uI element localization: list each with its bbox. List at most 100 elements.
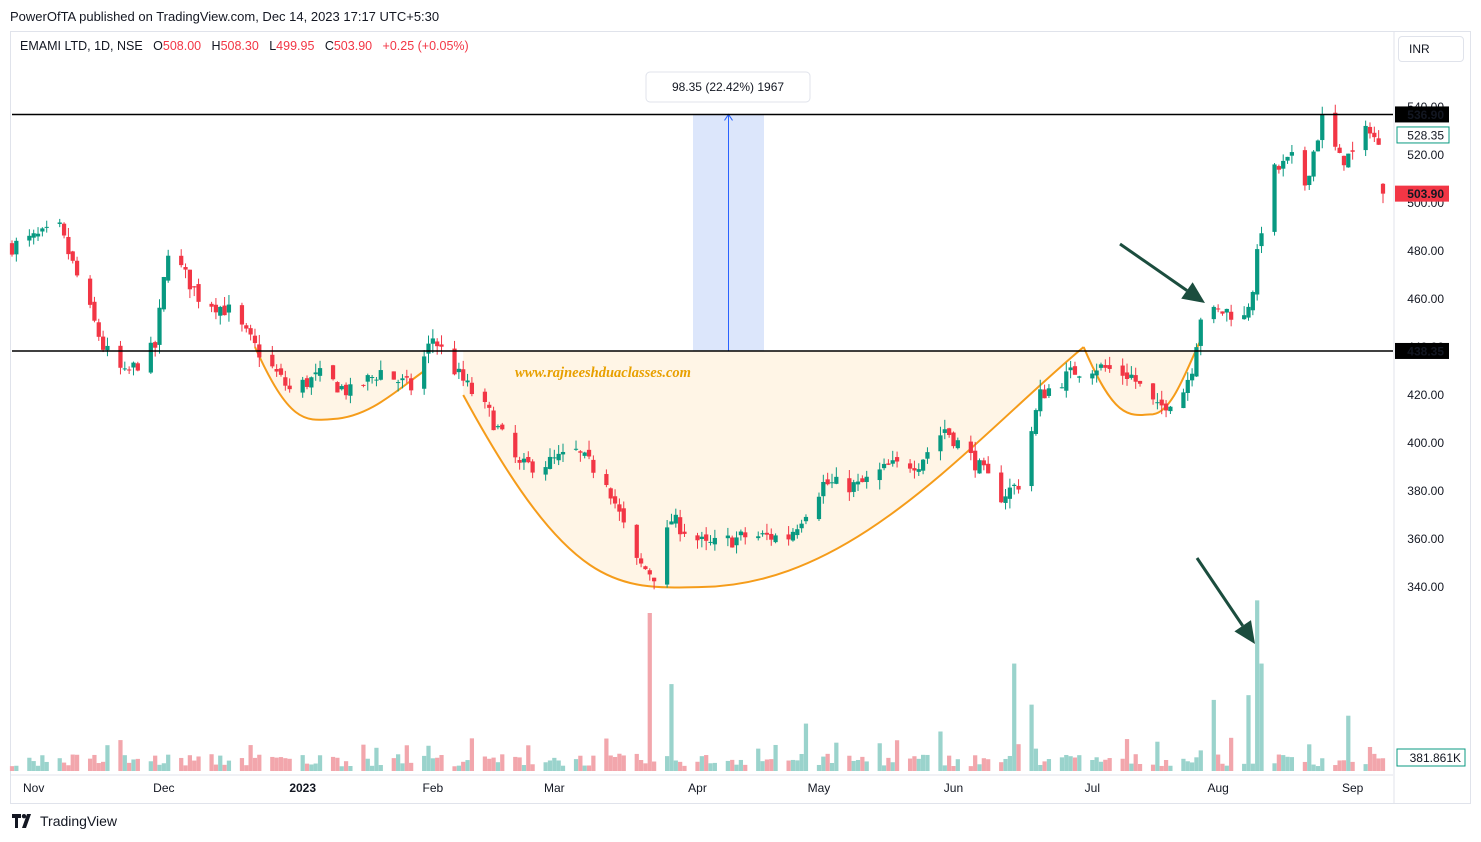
volume-bar: [621, 755, 626, 771]
candle-body: [1337, 147, 1342, 153]
volume-bar: [500, 754, 505, 771]
cup-curve: [462, 346, 1085, 589]
candle-body: [1341, 155, 1347, 166]
candle-body: [1189, 373, 1195, 381]
breakout-arrow-shaft: [1119, 242, 1188, 292]
candle-body: [816, 496, 822, 520]
candle-body: [153, 342, 158, 348]
candle-body: [348, 384, 353, 396]
candle-body: [1120, 365, 1125, 376]
candle-body: [825, 479, 830, 485]
tradingview-brand: TradingView: [40, 813, 118, 829]
volume-bar: [1302, 761, 1308, 771]
candle-body: [734, 537, 739, 546]
volume-bar: [313, 763, 318, 771]
candle-body: [465, 380, 470, 383]
candle-body: [343, 384, 349, 396]
candle-body: [1046, 388, 1052, 396]
candle-body: [1064, 371, 1069, 391]
candle-body: [14, 240, 19, 255]
candle-body: [1285, 156, 1290, 161]
candle-body: [491, 410, 496, 431]
volume-bar: [1281, 755, 1286, 771]
volume-bar: [209, 754, 214, 771]
candle-body: [1372, 132, 1377, 138]
volume-bar: [1242, 763, 1247, 771]
volume-bar: [469, 738, 475, 771]
candle-body: [1289, 152, 1295, 156]
volume-badge-text: 381.861K: [1410, 751, 1461, 765]
right-handle-curve: [1082, 339, 1202, 417]
volume-bar: [343, 761, 349, 771]
tradingview-logo[interactable]: TradingView: [12, 813, 117, 829]
candle-body: [218, 306, 223, 316]
publish-caption: PowerOfTA published on TradingView.com, …: [10, 9, 440, 24]
candle-body: [1367, 126, 1373, 134]
candle-body: [1168, 406, 1173, 412]
candle-body: [673, 514, 678, 524]
volume-bar: [573, 759, 579, 771]
volume-bar: [396, 754, 401, 771]
candle-body: [1016, 485, 1021, 490]
candle-body: [912, 468, 917, 471]
candle-body: [665, 527, 670, 585]
candle-body: [1255, 249, 1260, 295]
candle-body: [1346, 153, 1351, 168]
legend-low: 499.95: [276, 39, 315, 53]
candle-body: [1220, 311, 1225, 314]
candle-body: [127, 369, 132, 371]
currency-selector[interactable]: INR: [1398, 36, 1464, 62]
candle-body: [652, 577, 657, 582]
candle-body: [699, 536, 704, 540]
volume-bar: [213, 764, 219, 771]
candle-body: [851, 482, 856, 492]
candle-body: [977, 460, 982, 474]
volume-bar: [617, 753, 622, 771]
candle-body: [803, 516, 809, 522]
candle-body: [74, 260, 80, 276]
candle-body: [70, 251, 75, 261]
volume-bar: [378, 765, 383, 771]
price-tick: 520.00: [1407, 148, 1444, 162]
right-handle-fill: [1083, 339, 1201, 416]
volume-bar: [560, 765, 566, 771]
candle-body: [339, 386, 344, 390]
cup-fill: [463, 347, 1084, 588]
volume-bar: [1216, 754, 1221, 771]
candle-body: [643, 566, 648, 570]
candle-body: [192, 286, 197, 288]
volume-bar: [1259, 663, 1264, 771]
volume-bar: [864, 761, 869, 771]
volume-bar: [487, 758, 492, 771]
candle-body: [547, 456, 553, 469]
candle-body: [87, 278, 93, 305]
candle-body: [1333, 112, 1338, 147]
volume-bar: [1185, 761, 1190, 771]
candle-body: [1068, 367, 1073, 371]
volume-bar: [404, 745, 409, 771]
candle-body: [482, 391, 488, 403]
candle-body: [1129, 374, 1134, 378]
candle-body: [834, 476, 839, 484]
volume-bar: [743, 764, 748, 771]
volume-bar: [591, 755, 596, 771]
candle-body: [877, 469, 882, 481]
candle-body: [517, 460, 522, 463]
candle-body: [1072, 366, 1078, 375]
outline-price-badge-text: 528.35: [1407, 128, 1444, 142]
volume-bar: [673, 760, 678, 771]
candle-body: [209, 303, 214, 307]
time-tick: Mar: [544, 781, 565, 795]
candle-body: [695, 535, 700, 541]
volume-bar: [821, 756, 826, 771]
volume-bar: [122, 755, 127, 771]
candle-body: [1224, 308, 1229, 313]
volume-bar: [604, 738, 609, 771]
volume-bar: [678, 761, 683, 771]
volume-bar: [218, 755, 223, 771]
candle-body: [712, 537, 717, 545]
candle-body: [730, 537, 735, 548]
volume-bar: [920, 754, 926, 771]
volume-bar: [1124, 739, 1130, 771]
